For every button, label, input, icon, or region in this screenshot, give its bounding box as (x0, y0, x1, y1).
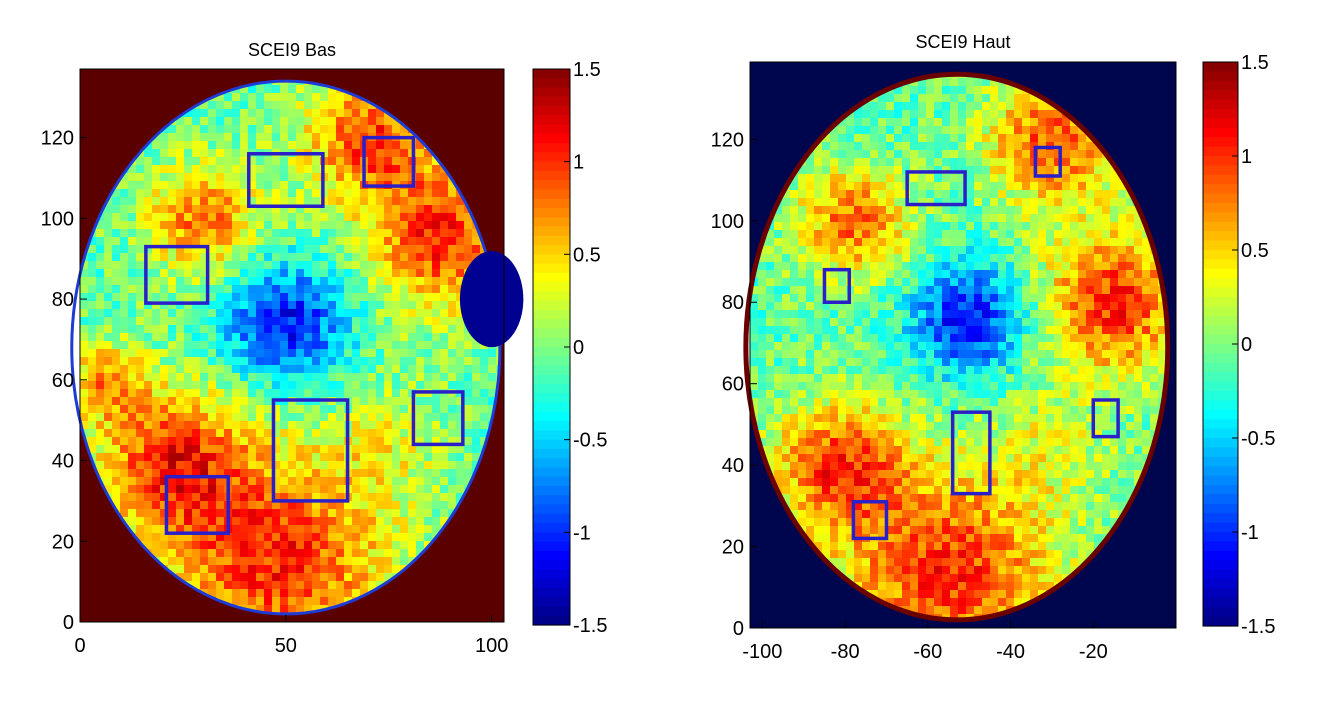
colorbar-tick-label: 0 (1241, 334, 1252, 356)
x-tick-label: -40 (996, 641, 1025, 663)
y-tick-label: 60 (722, 374, 744, 396)
colorbar-tick-label: 0 (573, 337, 584, 359)
region-box-2 (362, 135, 416, 188)
colorbar-tick-label: 0.5 (573, 244, 601, 266)
y-tick-label: 120 (41, 128, 74, 150)
chart-panel-2: SCEI9 Haut -100 -80 -60 -40 -20 0 20 40 60 80 100 12… (711, 32, 1276, 663)
chart-title: SCEI9 Bas (248, 40, 336, 60)
x-tick-label: 100 (475, 635, 508, 657)
colorbar-tick-label: -1.5 (573, 615, 607, 637)
colorbar-tick-label: -1 (573, 522, 591, 544)
y-tick-label: 80 (722, 292, 744, 314)
x-tick-label: -100 (742, 641, 782, 663)
x-tick-label: -20 (1079, 641, 1108, 663)
y-tick-label: 0 (733, 618, 744, 640)
chart-panel-1: SCEI9 Bas 0 50 100 0 20 40 60 80 100 120 1.5 1 0.5 0 -0… (41, 40, 608, 657)
colorbar-tick-label: 1 (1241, 146, 1252, 168)
colorbar-tick-label: 0.5 (1241, 240, 1269, 262)
colorbar-tick-label: -1.5 (1241, 616, 1275, 638)
x-tick-label: -80 (831, 641, 860, 663)
y-tick-label: 40 (52, 451, 74, 473)
y-tick-label: 20 (722, 537, 744, 559)
colorbar-tick-label: 1 (573, 152, 584, 174)
specimen-outline (70, 79, 502, 616)
region-box-1 (247, 152, 325, 208)
axes-frame (79, 68, 505, 623)
region-box-3 (822, 267, 852, 304)
region-box-4 (950, 410, 992, 496)
colorbar-tick-label: 1.5 (573, 59, 601, 81)
y-tick-label: 40 (722, 455, 744, 477)
chart-title: SCEI9 Haut (915, 32, 1010, 52)
region-box-5 (411, 390, 465, 447)
specimen-outline (743, 71, 1171, 623)
y-tick-label: 20 (52, 531, 74, 553)
colorbar-tick-label: -0.5 (573, 430, 607, 452)
axes-frame (749, 61, 1177, 629)
region-box-6 (851, 500, 889, 541)
x-tick-label: 50 (275, 635, 297, 657)
region-box-1 (905, 170, 967, 207)
y-tick-label: 80 (52, 289, 74, 311)
y-tick-label: 100 (711, 211, 744, 233)
colorbar: 1.5 1 0.5 0 -0.5 -1 -1.5 (532, 59, 607, 637)
y-tick-label: 120 (711, 129, 744, 151)
colorbar-tick-label: -1 (1241, 522, 1259, 544)
region-box-3 (144, 244, 210, 305)
colorbar-tick-label: -0.5 (1241, 428, 1275, 450)
y-tick-label: 60 (52, 370, 74, 392)
region-box-5 (1091, 398, 1120, 439)
region-box-4 (271, 398, 350, 503)
y-tick-label: 100 (41, 208, 74, 230)
x-tick-label: 0 (74, 635, 85, 657)
dark-region (459, 251, 524, 348)
region-box-2 (1033, 145, 1062, 178)
colorbar: 1.5 1 0.5 0 -0.5 -1 -1.5 (1202, 52, 1275, 638)
y-tick-label: 0 (63, 612, 74, 634)
region-box-6 (164, 474, 230, 535)
colorbar-tick-label: 1.5 (1241, 52, 1269, 74)
x-tick-label: -60 (913, 641, 942, 663)
